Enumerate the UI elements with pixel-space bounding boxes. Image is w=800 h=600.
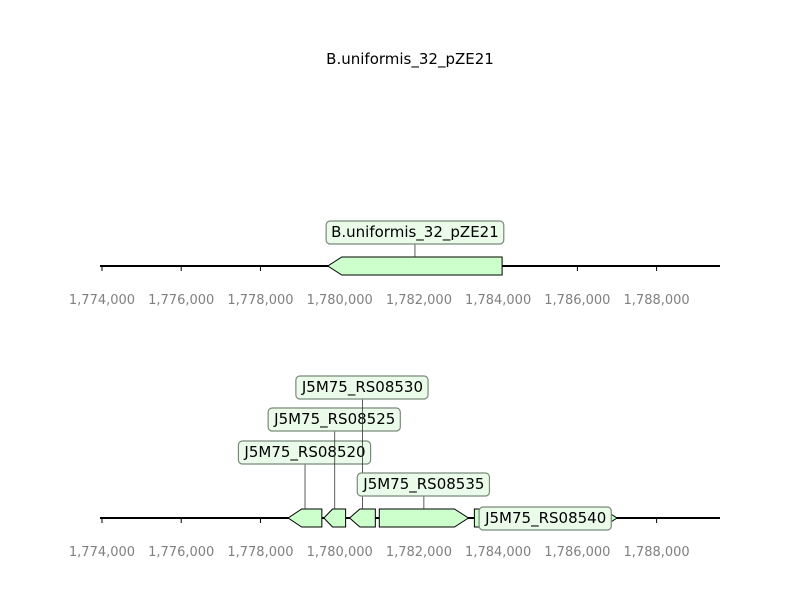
axis-tick-label: 1,784,000 (465, 545, 531, 560)
axis-tick-label: 1,788,000 (624, 545, 690, 560)
gene-label: J5M75_RS08525 (273, 410, 395, 429)
track-plasmid: 1,774,000 1,776,000 1,778,000 1,780,000 1,78… (69, 220, 720, 308)
track-genes: 1,774,000 1,776,000 1,778,000 1,780,000 1,78… (69, 375, 720, 560)
gene-feature (348, 508, 376, 528)
gene-label-box (295, 375, 429, 400)
axis-tick-label: 1,778,000 (227, 545, 293, 560)
gene-label-box (356, 472, 491, 497)
axis-tick-label: 1,782,000 (386, 293, 452, 308)
axis-tick-label: 1,782,000 (386, 545, 452, 560)
axis-tick-label: 1,780,000 (307, 545, 373, 560)
axis-tick-label: 1,774,000 (69, 545, 135, 560)
gene-feature (287, 508, 323, 528)
axis-tick-label: 1,788,000 (624, 293, 690, 308)
gene-feature (378, 508, 470, 528)
gene-label: J5M75_RS08530 (301, 378, 423, 397)
gene-label: B.uniformis_32_pZE21 (331, 223, 499, 242)
map-title: B.uniformis_32_pZE21 (326, 50, 494, 69)
gene-label: J5M75_RS08535 (362, 475, 484, 494)
axis-tick-label: 1,786,000 (544, 545, 610, 560)
gene-label-box (478, 506, 612, 531)
gene-feature (326, 256, 503, 276)
gene-label: J5M75_RS08520 (243, 443, 365, 462)
axis-tick-label: 1,774,000 (69, 293, 135, 308)
axis-tick-label: 1,784,000 (465, 293, 531, 308)
gene-label-box (325, 220, 505, 245)
gene-feature (323, 508, 347, 528)
axis-tick-label: 1,778,000 (227, 293, 293, 308)
axis-tick-label: 1,786,000 (544, 293, 610, 308)
axis-tick-label: 1,776,000 (148, 545, 214, 560)
gene-label: J5M75_RS08540 (484, 509, 606, 528)
gene-label-box (237, 440, 372, 465)
axis-tick-label: 1,780,000 (307, 293, 373, 308)
axis-tick-label: 1,776,000 (148, 293, 214, 308)
gene-label-box (267, 407, 401, 432)
